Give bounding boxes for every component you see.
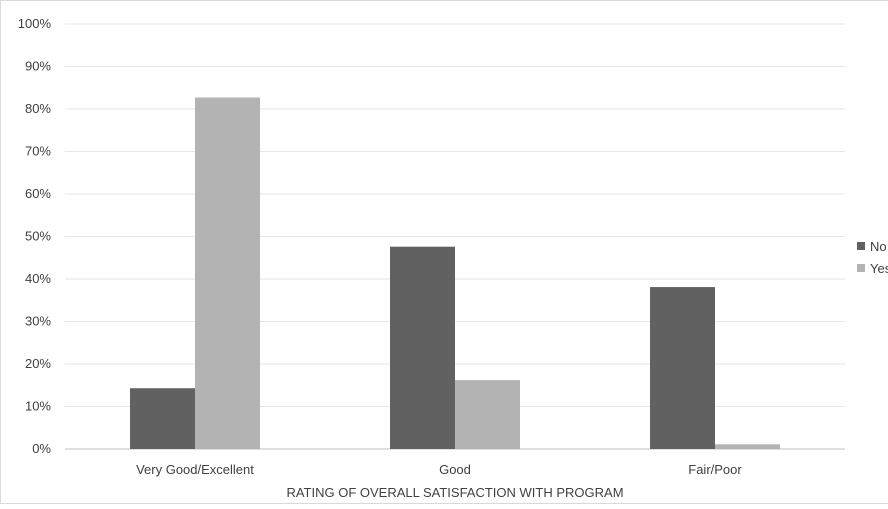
legend-label: No	[870, 239, 887, 254]
legend-label: Yes	[870, 261, 888, 276]
x-tick-label: Good	[439, 462, 471, 477]
y-tick-label: 50%	[25, 229, 51, 244]
y-tick-label: 100%	[18, 16, 52, 31]
y-tick-label: 0%	[32, 441, 51, 456]
bar-no	[650, 287, 715, 449]
legend-swatch-no	[857, 242, 865, 250]
legend-swatch-yes	[857, 264, 865, 272]
x-tick-label: Very Good/Excellent	[136, 462, 254, 477]
y-tick-label: 90%	[25, 59, 51, 74]
y-tick-label: 70%	[25, 144, 51, 159]
y-tick-label: 10%	[25, 399, 51, 414]
y-tick-label: 30%	[25, 314, 51, 329]
y-tick-label: 80%	[25, 101, 51, 116]
x-tick-label: Fair/Poor	[688, 462, 742, 477]
y-tick-label: 40%	[25, 271, 51, 286]
x-axis-title: RATING OF OVERALL SATISFACTION WITH PROG…	[286, 485, 623, 500]
y-tick-label: 20%	[25, 356, 51, 371]
y-tick-label: 60%	[25, 186, 51, 201]
bar-yes	[455, 380, 520, 449]
bar-yes	[715, 444, 780, 449]
bar-no	[390, 247, 455, 449]
bar-no	[130, 388, 195, 449]
bar-yes	[195, 98, 260, 449]
